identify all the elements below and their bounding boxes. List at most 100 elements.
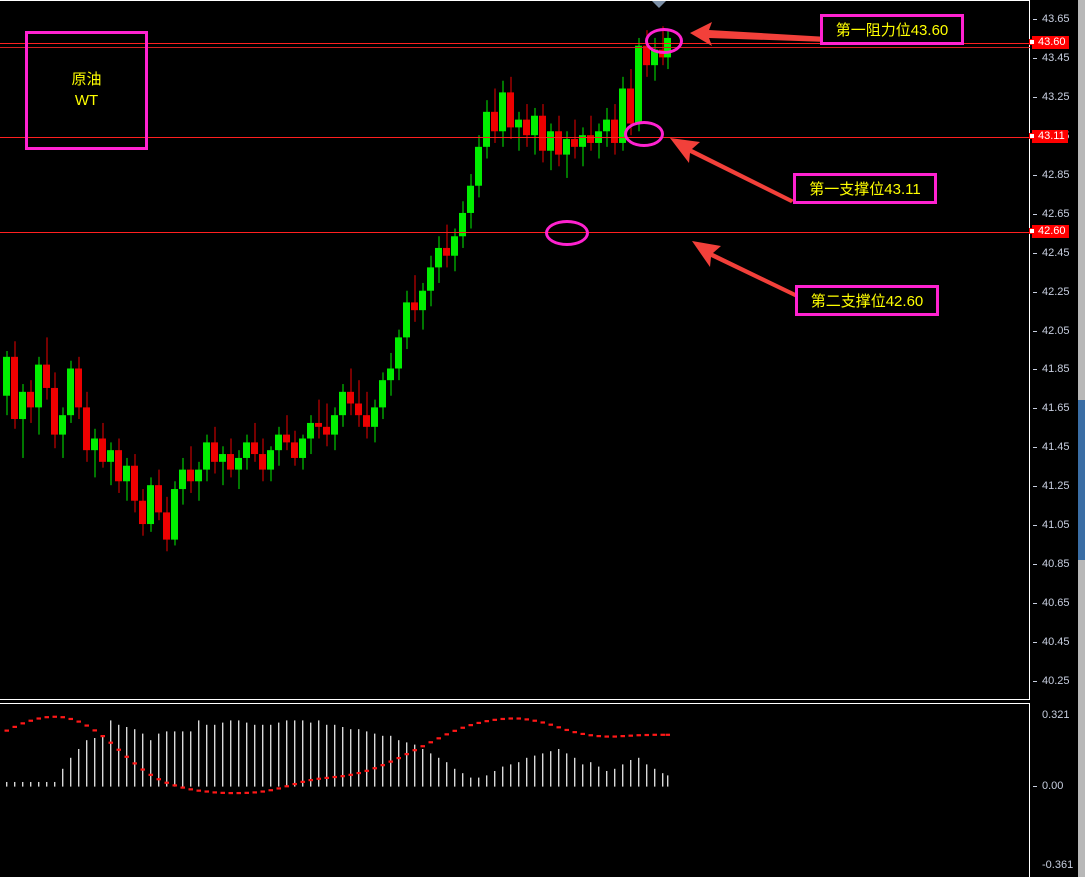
macd-histogram-bar bbox=[630, 759, 632, 787]
macd-histogram-bar bbox=[22, 781, 24, 787]
axis-tick bbox=[1033, 681, 1037, 682]
macd-histogram-bar bbox=[606, 770, 608, 787]
macd-signal-point bbox=[52, 715, 57, 718]
macd-signal-point bbox=[604, 735, 609, 738]
macd-histogram-bar bbox=[134, 729, 136, 787]
candle-body bbox=[3, 356, 10, 396]
macd-histogram-bar bbox=[30, 781, 32, 787]
candle-body bbox=[571, 139, 578, 147]
price-chart-panel[interactable]: 原油 WT 第一阻力位43.60 第一支撑位43.11 第二支撑位42.60 bbox=[0, 0, 1030, 700]
macd-signal-point bbox=[292, 782, 297, 786]
level-line-first-support[interactable] bbox=[0, 137, 1030, 138]
candle-body bbox=[611, 119, 618, 143]
level-line-first-resistance[interactable] bbox=[0, 43, 1030, 44]
price-tag-handle[interactable] bbox=[1029, 133, 1035, 139]
axis-tick bbox=[1033, 447, 1037, 448]
macd-histogram-bar bbox=[110, 720, 112, 787]
candle-body bbox=[51, 387, 58, 435]
support1-arrow bbox=[670, 138, 794, 203]
macd-indicator-panel[interactable] bbox=[0, 703, 1030, 877]
candle-body bbox=[267, 450, 274, 470]
indicator-axis[interactable]: 0.321 0.00 -0.361 bbox=[1032, 703, 1085, 877]
vertical-scrollbar-thumb[interactable] bbox=[1078, 400, 1085, 560]
axis-tick bbox=[1033, 786, 1037, 787]
macd-signal-point bbox=[580, 732, 585, 736]
candle-body bbox=[75, 368, 82, 408]
macd-histogram-bar bbox=[654, 768, 656, 787]
candle-body bbox=[147, 485, 154, 525]
axis-tick bbox=[1033, 525, 1037, 526]
macd-signal-point bbox=[612, 735, 617, 738]
macd-histogram-bar bbox=[374, 733, 376, 787]
candle-wick bbox=[22, 384, 24, 458]
macd-histogram-bar bbox=[198, 720, 200, 787]
macd-signal-point bbox=[324, 776, 329, 780]
candle-wick bbox=[190, 446, 192, 493]
candle-wick bbox=[446, 224, 448, 268]
candle-body bbox=[107, 450, 114, 462]
macd-signal-point bbox=[100, 735, 105, 738]
candle-body bbox=[275, 434, 282, 451]
axis-tick bbox=[1033, 175, 1037, 176]
candle-body bbox=[451, 236, 458, 256]
macd-signal-point bbox=[12, 725, 17, 728]
macd-signal-point bbox=[84, 724, 89, 727]
candle-body bbox=[91, 438, 98, 451]
macd-signal-point bbox=[284, 785, 289, 788]
support1-annotation-box: 第一支撑位43.11 bbox=[793, 173, 937, 204]
candle-body bbox=[467, 185, 474, 213]
candle-body bbox=[379, 380, 386, 408]
macd-histogram-bar bbox=[366, 731, 368, 787]
macd-signal-point bbox=[644, 733, 649, 737]
candle-body bbox=[323, 426, 330, 435]
axis-tick bbox=[1033, 292, 1037, 293]
price-axis-label: 41.45 bbox=[1042, 441, 1070, 453]
macd-signal-point bbox=[500, 717, 505, 721]
macd-signal-point bbox=[516, 717, 521, 720]
level-line-second-support[interactable] bbox=[0, 232, 1030, 233]
candle-body bbox=[371, 407, 378, 427]
price-axis[interactable]: 43.6543.4543.2543.0542.8542.6542.4542.25… bbox=[1029, 0, 1085, 700]
candle-body bbox=[507, 92, 514, 128]
candle-body bbox=[259, 454, 266, 470]
support2-annotation-box: 第二支撑位42.60 bbox=[795, 285, 939, 316]
candle-body bbox=[411, 302, 418, 311]
macd-histogram-bar bbox=[118, 724, 120, 787]
macd-signal-point bbox=[556, 726, 561, 729]
candle-body bbox=[443, 247, 450, 256]
candle-body bbox=[363, 415, 370, 427]
candle-wick bbox=[110, 442, 112, 486]
candle-body bbox=[419, 290, 426, 311]
macd-histogram-bar bbox=[46, 781, 48, 787]
macd-histogram-bar bbox=[598, 766, 600, 787]
candle-body bbox=[171, 489, 178, 540]
macd-signal-point bbox=[396, 757, 401, 760]
candle-wick bbox=[318, 399, 320, 439]
candle-body bbox=[163, 512, 170, 540]
candle-body bbox=[475, 146, 482, 186]
macd-signal-point bbox=[460, 726, 465, 729]
macd-signal-point bbox=[60, 716, 65, 719]
indicator-axis-label: -0.361 bbox=[1042, 859, 1074, 871]
candle-body bbox=[331, 415, 338, 435]
candle-body bbox=[219, 454, 226, 462]
candle-body bbox=[203, 442, 210, 470]
price-tag-first-support[interactable]: 43.11 bbox=[1032, 130, 1068, 143]
candle-wick bbox=[590, 115, 592, 151]
price-tag-first-resistance[interactable]: 43.60 bbox=[1032, 36, 1069, 49]
candle-body bbox=[483, 111, 490, 147]
candle-body bbox=[539, 115, 546, 151]
price-tag-second-support[interactable]: 42.60 bbox=[1032, 225, 1069, 238]
macd-histogram-bar bbox=[454, 768, 456, 787]
price-tag-handle[interactable] bbox=[1029, 228, 1035, 234]
macd-histogram-bar bbox=[422, 748, 424, 787]
candle-wick bbox=[286, 415, 288, 451]
macd-signal-point bbox=[92, 729, 97, 732]
price-tag-handle[interactable] bbox=[1029, 39, 1035, 45]
candle-body bbox=[603, 119, 610, 132]
macd-signal-point bbox=[276, 787, 281, 790]
candle-body bbox=[59, 415, 66, 435]
macd-histogram-bar bbox=[6, 781, 8, 787]
candle-body bbox=[499, 92, 506, 132]
macd-histogram-bar bbox=[550, 751, 552, 787]
